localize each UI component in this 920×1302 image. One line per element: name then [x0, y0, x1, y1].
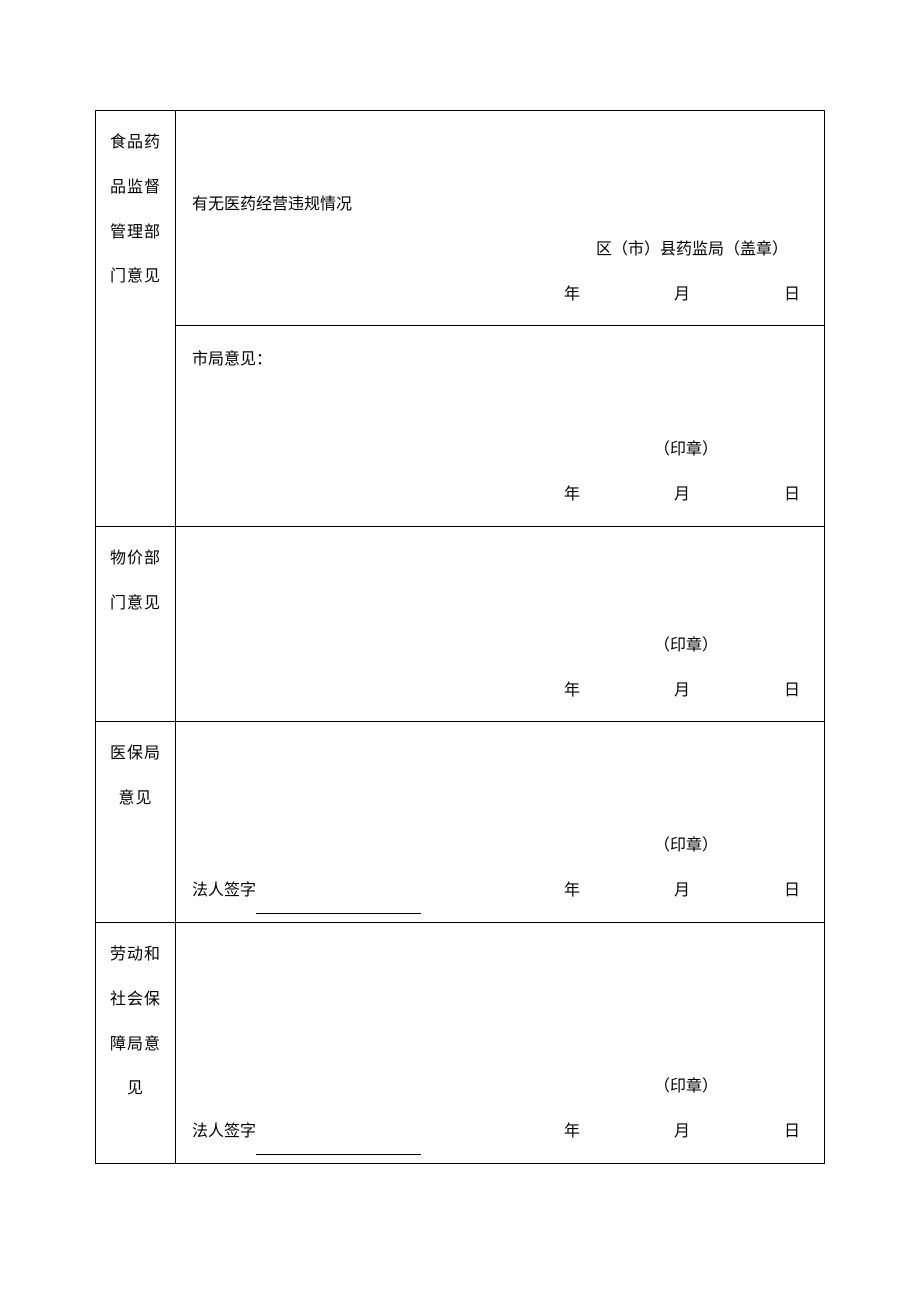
day-label: 日 — [690, 473, 800, 518]
signature-underline — [256, 1135, 421, 1155]
date-line: 年 月 日 — [192, 473, 808, 518]
city-opinion-label: 市局意见： — [192, 338, 808, 383]
stamp-label: （印章） — [192, 1065, 808, 1110]
row3-label: 医保局意见 — [104, 732, 167, 822]
table-row: 食品药品监督管理部门意见 有无医药经营违规情况 区（市）县药监局（盖章） 年 月… — [96, 111, 825, 326]
row3-label-cell: 医保局意见 — [96, 722, 176, 923]
stamp-label: （印章） — [192, 824, 808, 869]
stamp-label: （印章） — [192, 428, 808, 473]
table-row: 物价部门意见 （印章） 年 月 日 — [96, 526, 825, 722]
row1-label-cell: 食品药品监督管理部门意见 — [96, 111, 176, 527]
day-label: 日 — [690, 273, 800, 318]
year-label: 年 — [470, 1110, 580, 1155]
row4-label: 劳动和社会保障局意见 — [104, 933, 167, 1112]
county-stamp-label: 区（市）县药监局（盖章） — [192, 228, 808, 273]
day-label: 日 — [690, 669, 800, 714]
row2-label-cell: 物价部门意见 — [96, 526, 176, 722]
signature-date-line: 法人签字 年 月 日 — [192, 869, 808, 914]
row2-section: （印章） 年 月 日 — [176, 526, 825, 722]
spacer — [192, 383, 808, 428]
signature-label: 法人签字 — [192, 882, 256, 899]
date-line: 年 月 日 — [192, 669, 808, 714]
row4-label-cell: 劳动和社会保障局意见 — [96, 922, 176, 1163]
year-label: 年 — [470, 669, 580, 714]
month-label: 月 — [580, 473, 690, 518]
day-label: 日 — [690, 1110, 800, 1155]
day-label: 日 — [690, 869, 800, 914]
spacer — [192, 734, 808, 824]
row1-section1: 有无医药经营违规情况 区（市）县药监局（盖章） 年 月 日 — [176, 111, 825, 326]
table-row: 医保局意见 （印章） 法人签字 年 月 日 — [96, 722, 825, 923]
spacer — [192, 539, 808, 624]
year-label: 年 — [470, 273, 580, 318]
spacer — [192, 123, 808, 183]
signature-label: 法人签字 — [192, 1123, 256, 1140]
table-row: 市局意见： （印章） 年 月 日 — [96, 326, 825, 526]
row2-label: 物价部门意见 — [104, 537, 167, 627]
approval-form-table: 食品药品监督管理部门意见 有无医药经营违规情况 区（市）县药监局（盖章） 年 月… — [95, 110, 825, 1164]
year-label: 年 — [470, 869, 580, 914]
month-label: 月 — [580, 669, 690, 714]
year-label: 年 — [470, 473, 580, 518]
date-line: 年 月 日 — [192, 273, 808, 318]
month-label: 月 — [580, 273, 690, 318]
month-label: 月 — [580, 1110, 690, 1155]
stamp-label: （印章） — [192, 624, 808, 669]
signature-date-line: 法人签字 年 月 日 — [192, 1110, 808, 1155]
table-row: 劳动和社会保障局意见 （印章） 法人签字 年 月 日 — [96, 922, 825, 1163]
row1-label: 食品药品监督管理部门意见 — [104, 121, 167, 300]
row4-section: （印章） 法人签字 年 月 日 — [176, 922, 825, 1163]
signature-underline — [256, 894, 421, 914]
row3-section: （印章） 法人签字 年 月 日 — [176, 722, 825, 923]
row1-section2: 市局意见： （印章） 年 月 日 — [176, 326, 825, 526]
month-label: 月 — [580, 869, 690, 914]
violation-question: 有无医药经营违规情况 — [192, 183, 808, 228]
spacer — [192, 935, 808, 1065]
